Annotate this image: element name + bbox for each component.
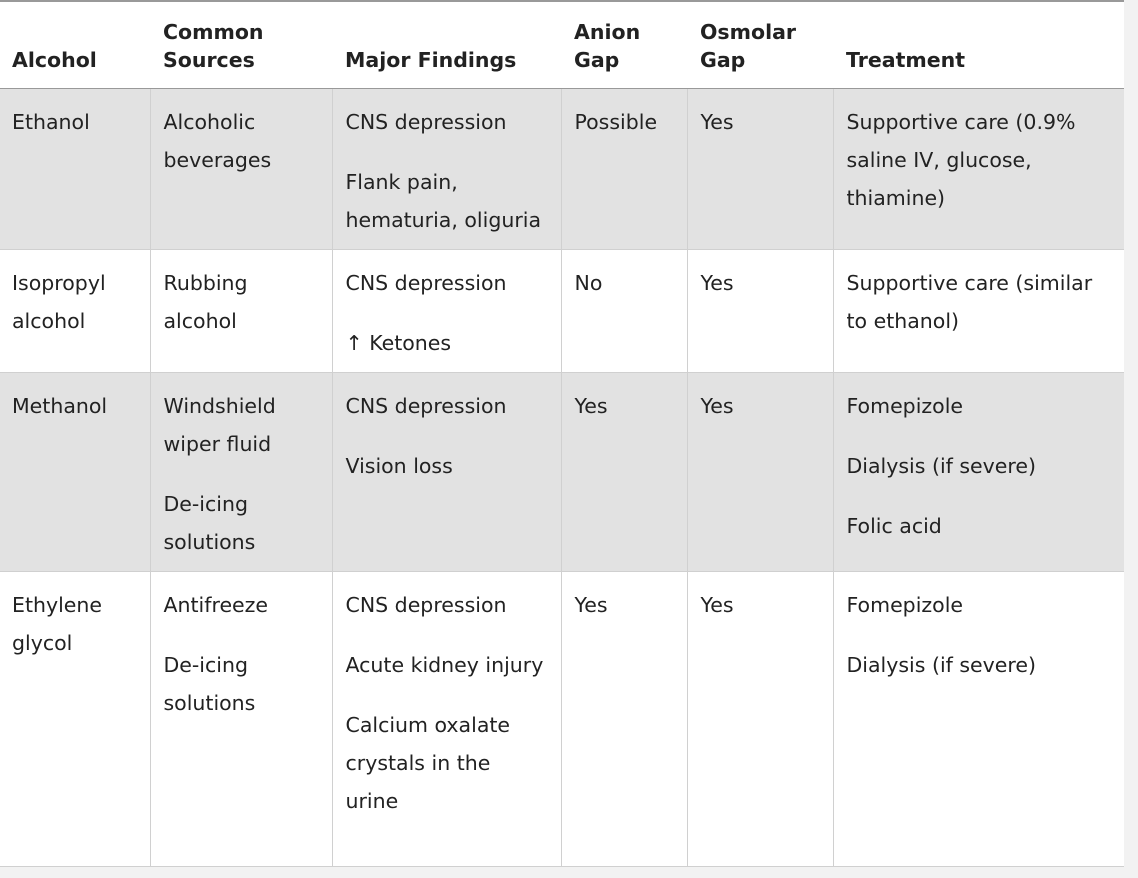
table-cell: Methanol bbox=[0, 372, 150, 572]
header-row: Alcohol Common Sources Major Findings Anion… bbox=[0, 2, 1124, 89]
table-cell: Yes bbox=[686, 88, 833, 250]
table-cell: CNS depression ↑ Ketones bbox=[331, 249, 561, 373]
header-cell: Treatment bbox=[833, 2, 1124, 89]
cell-text: Folic acid bbox=[846, 513, 942, 538]
cell-text: Yes bbox=[700, 592, 734, 617]
table-cell: Ethylene glycol bbox=[0, 571, 150, 867]
table-row: Isopropyl alcohol Rubbing alcohol CNS depr… bbox=[0, 249, 1124, 373]
cell-text: Yes bbox=[574, 393, 608, 418]
cell-text: Rubbing alcohol bbox=[163, 270, 248, 333]
table-cell: Rubbing alcohol bbox=[149, 249, 332, 373]
cell-text: Windshield wiper fluid bbox=[163, 393, 276, 456]
cell-text: CNS depression bbox=[345, 592, 507, 617]
cell-text: Fomepizole bbox=[846, 592, 964, 617]
table-cell: Supportive care (similar to ethanol) bbox=[832, 249, 1124, 373]
table-cell: Fomepizole Dialysis (if severe) Folic acid bbox=[832, 372, 1124, 572]
cell-text: Acute kidney injury bbox=[345, 652, 544, 677]
table-row: Ethanol Alcoholic beverages CNS depression… bbox=[0, 88, 1124, 250]
cell-text: Methanol bbox=[12, 393, 108, 418]
header-cell: Alcohol bbox=[0, 2, 150, 89]
header-text: Treatment bbox=[846, 47, 966, 72]
cell-text: Calcium oxalate crystals in the urine bbox=[345, 712, 511, 813]
table-cell: Supportive care (0.9% saline IV, glucose… bbox=[832, 88, 1124, 250]
cell-text: De-icing solutions bbox=[163, 652, 256, 715]
cell-text: Dialysis (if severe) bbox=[846, 652, 1037, 677]
table-cell: No bbox=[560, 249, 687, 373]
table-cell: Yes bbox=[686, 571, 833, 867]
table-cell: Possible bbox=[560, 88, 687, 250]
header-text: Common Sources bbox=[163, 19, 264, 72]
cell-text: Vision loss bbox=[345, 453, 453, 478]
table-cell: CNS depression Flank pain, hematuria, oli… bbox=[331, 88, 561, 250]
table-cell: CNS depression Acute kidney injury Calcium… bbox=[331, 571, 561, 867]
cell-text: Antifreeze bbox=[163, 592, 269, 617]
cell-text: Supportive care (similar to ethanol) bbox=[846, 270, 1093, 333]
table-cell: Yes bbox=[560, 372, 687, 572]
cell-text: Dialysis (if severe) bbox=[846, 453, 1037, 478]
header-cell: Common Sources bbox=[150, 2, 332, 89]
table-cell: Yes bbox=[560, 571, 687, 867]
table-cell: Isopropyl alcohol bbox=[0, 249, 150, 373]
table-container: Alcohol Common Sources Major Findings Anion… bbox=[0, 0, 1124, 867]
header-text: Osmolar Gap bbox=[700, 19, 797, 72]
cell-text: ↑ Ketones bbox=[345, 330, 452, 355]
table-cell: Ethanol bbox=[0, 88, 150, 250]
header-text: Major Findings bbox=[345, 47, 517, 72]
table-cell: Antifreeze De-icing solutions bbox=[149, 571, 332, 867]
header-text: Anion Gap bbox=[574, 19, 641, 72]
cell-text: Ethylene glycol bbox=[12, 592, 103, 655]
cell-text: Yes bbox=[700, 270, 734, 295]
cell-text: Ethanol bbox=[12, 109, 90, 134]
table-cell: Yes bbox=[686, 372, 833, 572]
table-cell: Alcoholic beverages bbox=[149, 88, 332, 250]
cell-text: Flank pain, hematuria, oliguria bbox=[345, 169, 542, 232]
cell-text: CNS depression bbox=[345, 109, 507, 134]
cell-text: Alcoholic beverages bbox=[163, 109, 272, 172]
table: Alcohol Common Sources Major Findings Anion… bbox=[0, 2, 1124, 867]
table-cell: CNS depression Vision loss bbox=[331, 372, 561, 572]
cell-text: Supportive care (0.9% saline IV, glucose… bbox=[846, 109, 1076, 210]
table-cell: Fomepizole Dialysis (if severe) bbox=[832, 571, 1124, 867]
cell-text: Fomepizole bbox=[846, 393, 964, 418]
header-cell: Major Findings bbox=[332, 2, 561, 89]
cell-text: CNS depression bbox=[345, 393, 507, 418]
header-text: Alcohol bbox=[12, 47, 97, 72]
table-row: Methanol Windshield wiper fluid De-icing s… bbox=[0, 372, 1124, 572]
header-cell: Osmolar Gap bbox=[687, 2, 833, 89]
table-cell: Yes bbox=[686, 249, 833, 373]
cell-text: No bbox=[574, 270, 603, 295]
cell-text: Isopropyl alcohol bbox=[12, 270, 106, 333]
cell-text: De-icing solutions bbox=[163, 491, 256, 554]
cell-text: Possible bbox=[574, 109, 658, 134]
header-cell: Anion Gap bbox=[561, 2, 687, 89]
table-row: Ethylene glycol Antifreeze De-icing soluti… bbox=[0, 571, 1124, 867]
table-cell: Windshield wiper fluid De-icing solutions bbox=[149, 372, 332, 572]
cell-text: CNS depression bbox=[345, 270, 507, 295]
table-body: Ethanol Alcoholic beverages CNS depression… bbox=[0, 88, 1124, 867]
cell-text: Yes bbox=[700, 109, 734, 134]
cell-text: Yes bbox=[574, 592, 608, 617]
cell-text: Yes bbox=[700, 393, 734, 418]
